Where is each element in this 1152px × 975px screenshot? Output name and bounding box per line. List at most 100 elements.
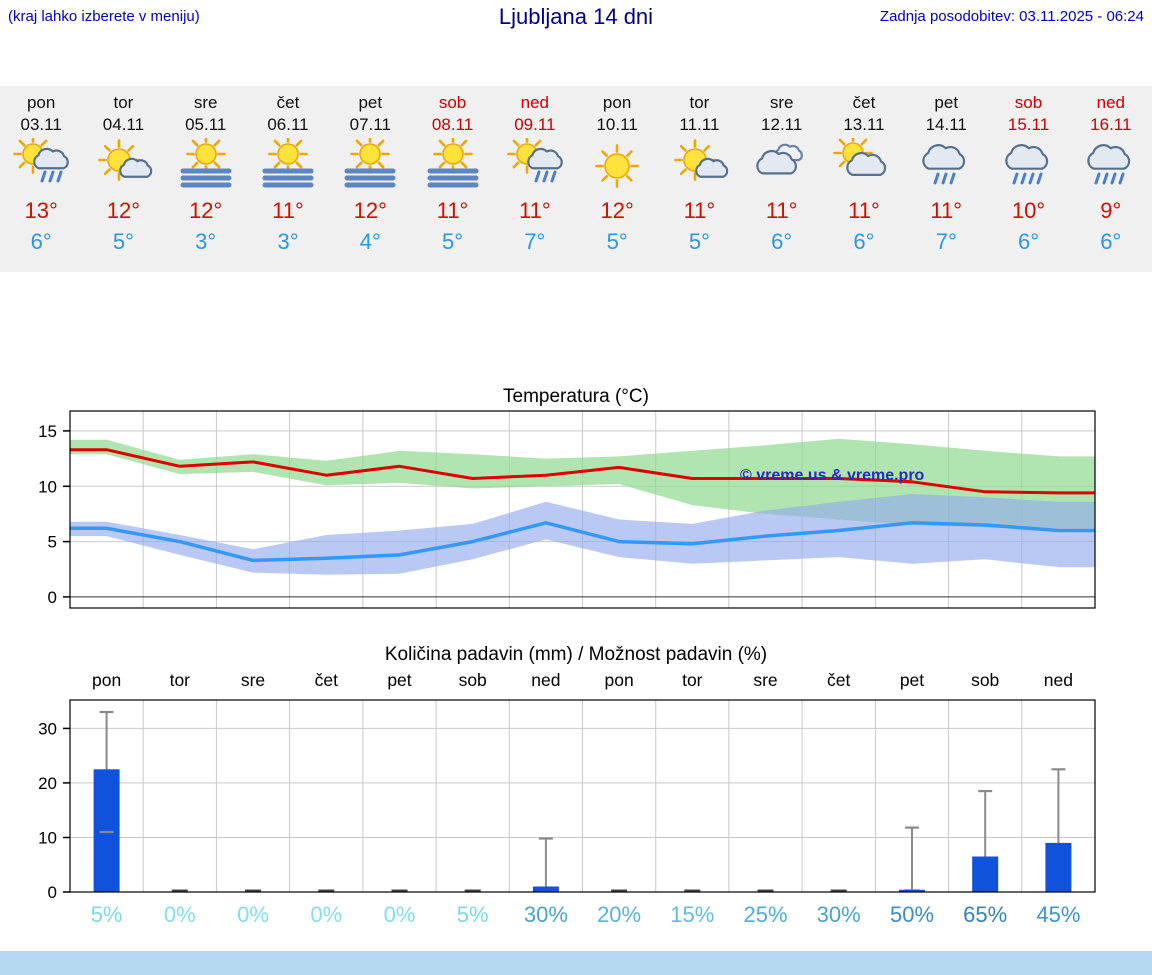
precip-probability-label: 30% [817, 902, 861, 927]
temp-ytick-label: 15 [38, 422, 57, 441]
forecast-day-column: sob 08.11 11° 5° [411, 86, 493, 272]
day-name: sre [193, 93, 218, 112]
forecast-strip: pon 03.11 13° 6° tor 04.11 12° 5° sre 05.11 12° 3° č… [0, 86, 1152, 272]
precip-day-label: sre [241, 670, 265, 690]
forecast-day-column: ned 09.11 11° 7° [494, 86, 576, 272]
day-high-temp: 11° [272, 198, 304, 223]
day-high-temp: 11° [436, 198, 469, 223]
day-high-temp: 12° [189, 198, 223, 223]
precip-bar [899, 889, 925, 892]
forecast-day-column: čet 06.11 11° 3° [247, 86, 329, 272]
day-high-temp: 12° [600, 198, 634, 223]
sun-small-cloud-icon [666, 138, 732, 196]
precip-probability-label: 5% [457, 902, 489, 927]
precip-zero-tick [757, 889, 774, 892]
day-name: čet [276, 93, 300, 112]
day-date: 15.11 [1007, 115, 1050, 134]
day-date: 10.11 [596, 115, 638, 134]
watermark-link[interactable]: © vreme.us & vreme.pro [740, 467, 925, 484]
footer-bar [0, 951, 1152, 975]
day-name: ned [520, 93, 550, 112]
sun-icon [584, 138, 650, 196]
day-date: 04.11 [102, 115, 145, 134]
sun-cloud-icon [831, 133, 897, 196]
forecast-day-column: ned 16.11 9° 6° [1070, 86, 1152, 272]
day-low-temp: 5° [606, 229, 628, 254]
precip-zero-tick [684, 889, 701, 892]
precip-bar [532, 886, 559, 892]
sun-rain-icon [502, 134, 568, 196]
day-date: 06.11 [267, 115, 309, 134]
day-name: ned [1096, 93, 1125, 112]
precip-probability-label: 25% [743, 902, 787, 927]
sun-fog-icon [255, 134, 321, 196]
precip-probability-label: 0% [164, 902, 196, 927]
day-name: tor [113, 93, 134, 112]
day-low-temp: 5° [688, 229, 710, 254]
precip-zero-tick [245, 889, 261, 892]
precip-day-label: sre [753, 670, 777, 690]
precip-zero-tick [171, 889, 188, 892]
forecast-day-column: tor 04.11 12° 5° [82, 86, 164, 272]
precip-probability-label: 45% [1036, 902, 1080, 927]
day-date: 13.11 [843, 115, 885, 134]
forecast-day-column: pet 07.11 12° 4° [329, 86, 411, 272]
day-name: pet [934, 93, 959, 112]
day-high-temp: 10° [1011, 198, 1046, 223]
day-name: sob [1014, 93, 1043, 112]
forecast-day-column: sre 05.11 12° 3° [165, 86, 247, 272]
day-high-temp: 12° [106, 198, 141, 223]
menu-hint: (kraj lahko izberete v meniju) [8, 8, 200, 25]
precip-day-label: ned [531, 670, 560, 690]
precip-ytick-label: 20 [38, 774, 57, 793]
precip-day-label: ned [1044, 670, 1073, 690]
precip-ytick-label: 30 [38, 719, 57, 738]
day-date: 14.11 [925, 115, 967, 134]
precip-day-label: pet [900, 670, 924, 690]
day-date: 05.11 [185, 115, 227, 134]
day-name: pon [26, 93, 56, 112]
rain-cloud-icon [913, 138, 979, 196]
day-low-temp: 6° [30, 229, 52, 254]
precip-day-label: sob [971, 670, 999, 690]
day-name: tor [689, 93, 710, 112]
day-date: 09.11 [514, 115, 556, 134]
precip-probability-label: 15% [670, 902, 714, 927]
day-low-temp: 6° [853, 229, 875, 254]
precip-day-label: pon [92, 670, 121, 690]
sun-fog-icon [337, 134, 403, 196]
day-high-temp: 11° [519, 198, 551, 223]
forecast-day-column: tor 11.11 11° 5° [658, 86, 740, 272]
day-date: 03.11 [20, 115, 62, 134]
day-name: čet [852, 93, 876, 112]
precip-probability-label: 5% [91, 902, 123, 927]
day-low-temp: 5° [112, 229, 134, 254]
precip-bar [93, 769, 120, 892]
forecast-day-column: pon 03.11 13° 6° [0, 86, 82, 272]
day-low-temp: 5° [442, 229, 464, 254]
precip-day-label: sob [459, 670, 487, 690]
page-title: Ljubljana 14 dni [498, 4, 654, 29]
heavy-rain-icon [1078, 138, 1144, 196]
day-name: pon [602, 93, 632, 112]
day-date: 16.11 [1090, 115, 1132, 134]
sun-fog-icon [173, 134, 239, 196]
day-high-temp: 13° [24, 198, 58, 223]
day-name: sob [438, 93, 467, 112]
precipitation-chart: pon tor sre čet pet sob ned pon tor sre čet pet sob n… [38, 670, 1096, 927]
day-low-temp: 6° [771, 229, 793, 254]
temperature-chart-title: Temperatura (°C) [503, 386, 649, 407]
precip-zero-tick [830, 889, 847, 892]
min-range-band [70, 494, 1095, 575]
day-high-temp: 11° [848, 198, 880, 223]
temperature-chart: 0 5 10 15 © vreme.us & vreme.pro [38, 410, 1096, 609]
precip-probability-label: 65% [963, 902, 1007, 927]
day-high-temp: 9° [1100, 198, 1122, 223]
day-high-temp: 11° [683, 198, 716, 223]
day-low-temp: 3° [195, 229, 217, 254]
day-high-temp: 11° [765, 198, 798, 223]
sun-fog-icon [420, 134, 486, 196]
day-low-temp: 7° [935, 229, 957, 254]
temp-ytick-label: 10 [38, 477, 57, 496]
day-low-temp: 7° [524, 229, 546, 254]
